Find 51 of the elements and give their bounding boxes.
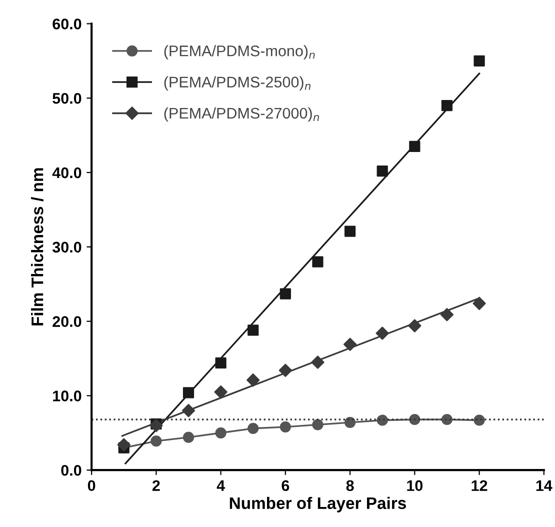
x-tick-label: 14	[536, 480, 552, 491]
x-tick-label: 0	[88, 480, 96, 492]
point	[150, 418, 163, 432]
point	[182, 432, 194, 443]
point	[150, 436, 162, 447]
legend-label: (PEMA/PDMS-2500)$_{n}$	[164, 76, 311, 91]
x-tick-label: 6	[282, 480, 290, 492]
legend-label: (PEMA/PDMS-mono)$_{n}$	[164, 45, 315, 60]
x-tick-label: 4	[216, 480, 225, 491]
point	[440, 308, 454, 322]
point	[312, 419, 324, 430]
point	[280, 288, 291, 300]
point	[409, 140, 420, 152]
point	[248, 422, 259, 434]
point	[311, 356, 324, 369]
point	[408, 319, 422, 332]
y-tick-label: 50.0	[52, 92, 82, 104]
point	[215, 427, 226, 438]
point	[248, 324, 259, 336]
point	[344, 226, 356, 237]
x-tick-label: 12	[472, 480, 488, 491]
point	[312, 256, 324, 268]
point	[278, 364, 292, 377]
point	[344, 416, 356, 428]
point	[441, 414, 453, 426]
y-tick-label: 10.0	[53, 390, 82, 402]
point	[214, 385, 228, 399]
x-tick-label: 2	[152, 480, 160, 491]
point	[182, 387, 194, 398]
y-axis-title: Film Thickness / nm	[31, 168, 44, 326]
point	[280, 421, 291, 432]
point	[474, 55, 485, 66]
point	[376, 165, 388, 177]
point	[343, 338, 357, 351]
point	[441, 100, 453, 112]
x-tick-label: 10	[407, 480, 423, 492]
y-tick-label: 20.0	[52, 316, 82, 327]
point	[117, 438, 130, 452]
legend-label: (PEMA/PDMS-27000)$_{n}$	[164, 107, 320, 122]
y-tick-label: 30.0	[52, 242, 82, 253]
y-tick-label: 0.0	[61, 464, 82, 476]
point	[376, 326, 389, 340]
y-tick-label: 60.0	[52, 18, 82, 30]
x-axis-title: Number of Layer Pairs	[230, 496, 406, 512]
point	[215, 357, 226, 369]
point	[472, 296, 486, 310]
x-tick-label: 8	[346, 480, 354, 492]
point	[246, 373, 260, 387]
point	[409, 414, 420, 426]
point	[182, 404, 196, 418]
y-tick-label: 40.0	[52, 167, 82, 178]
